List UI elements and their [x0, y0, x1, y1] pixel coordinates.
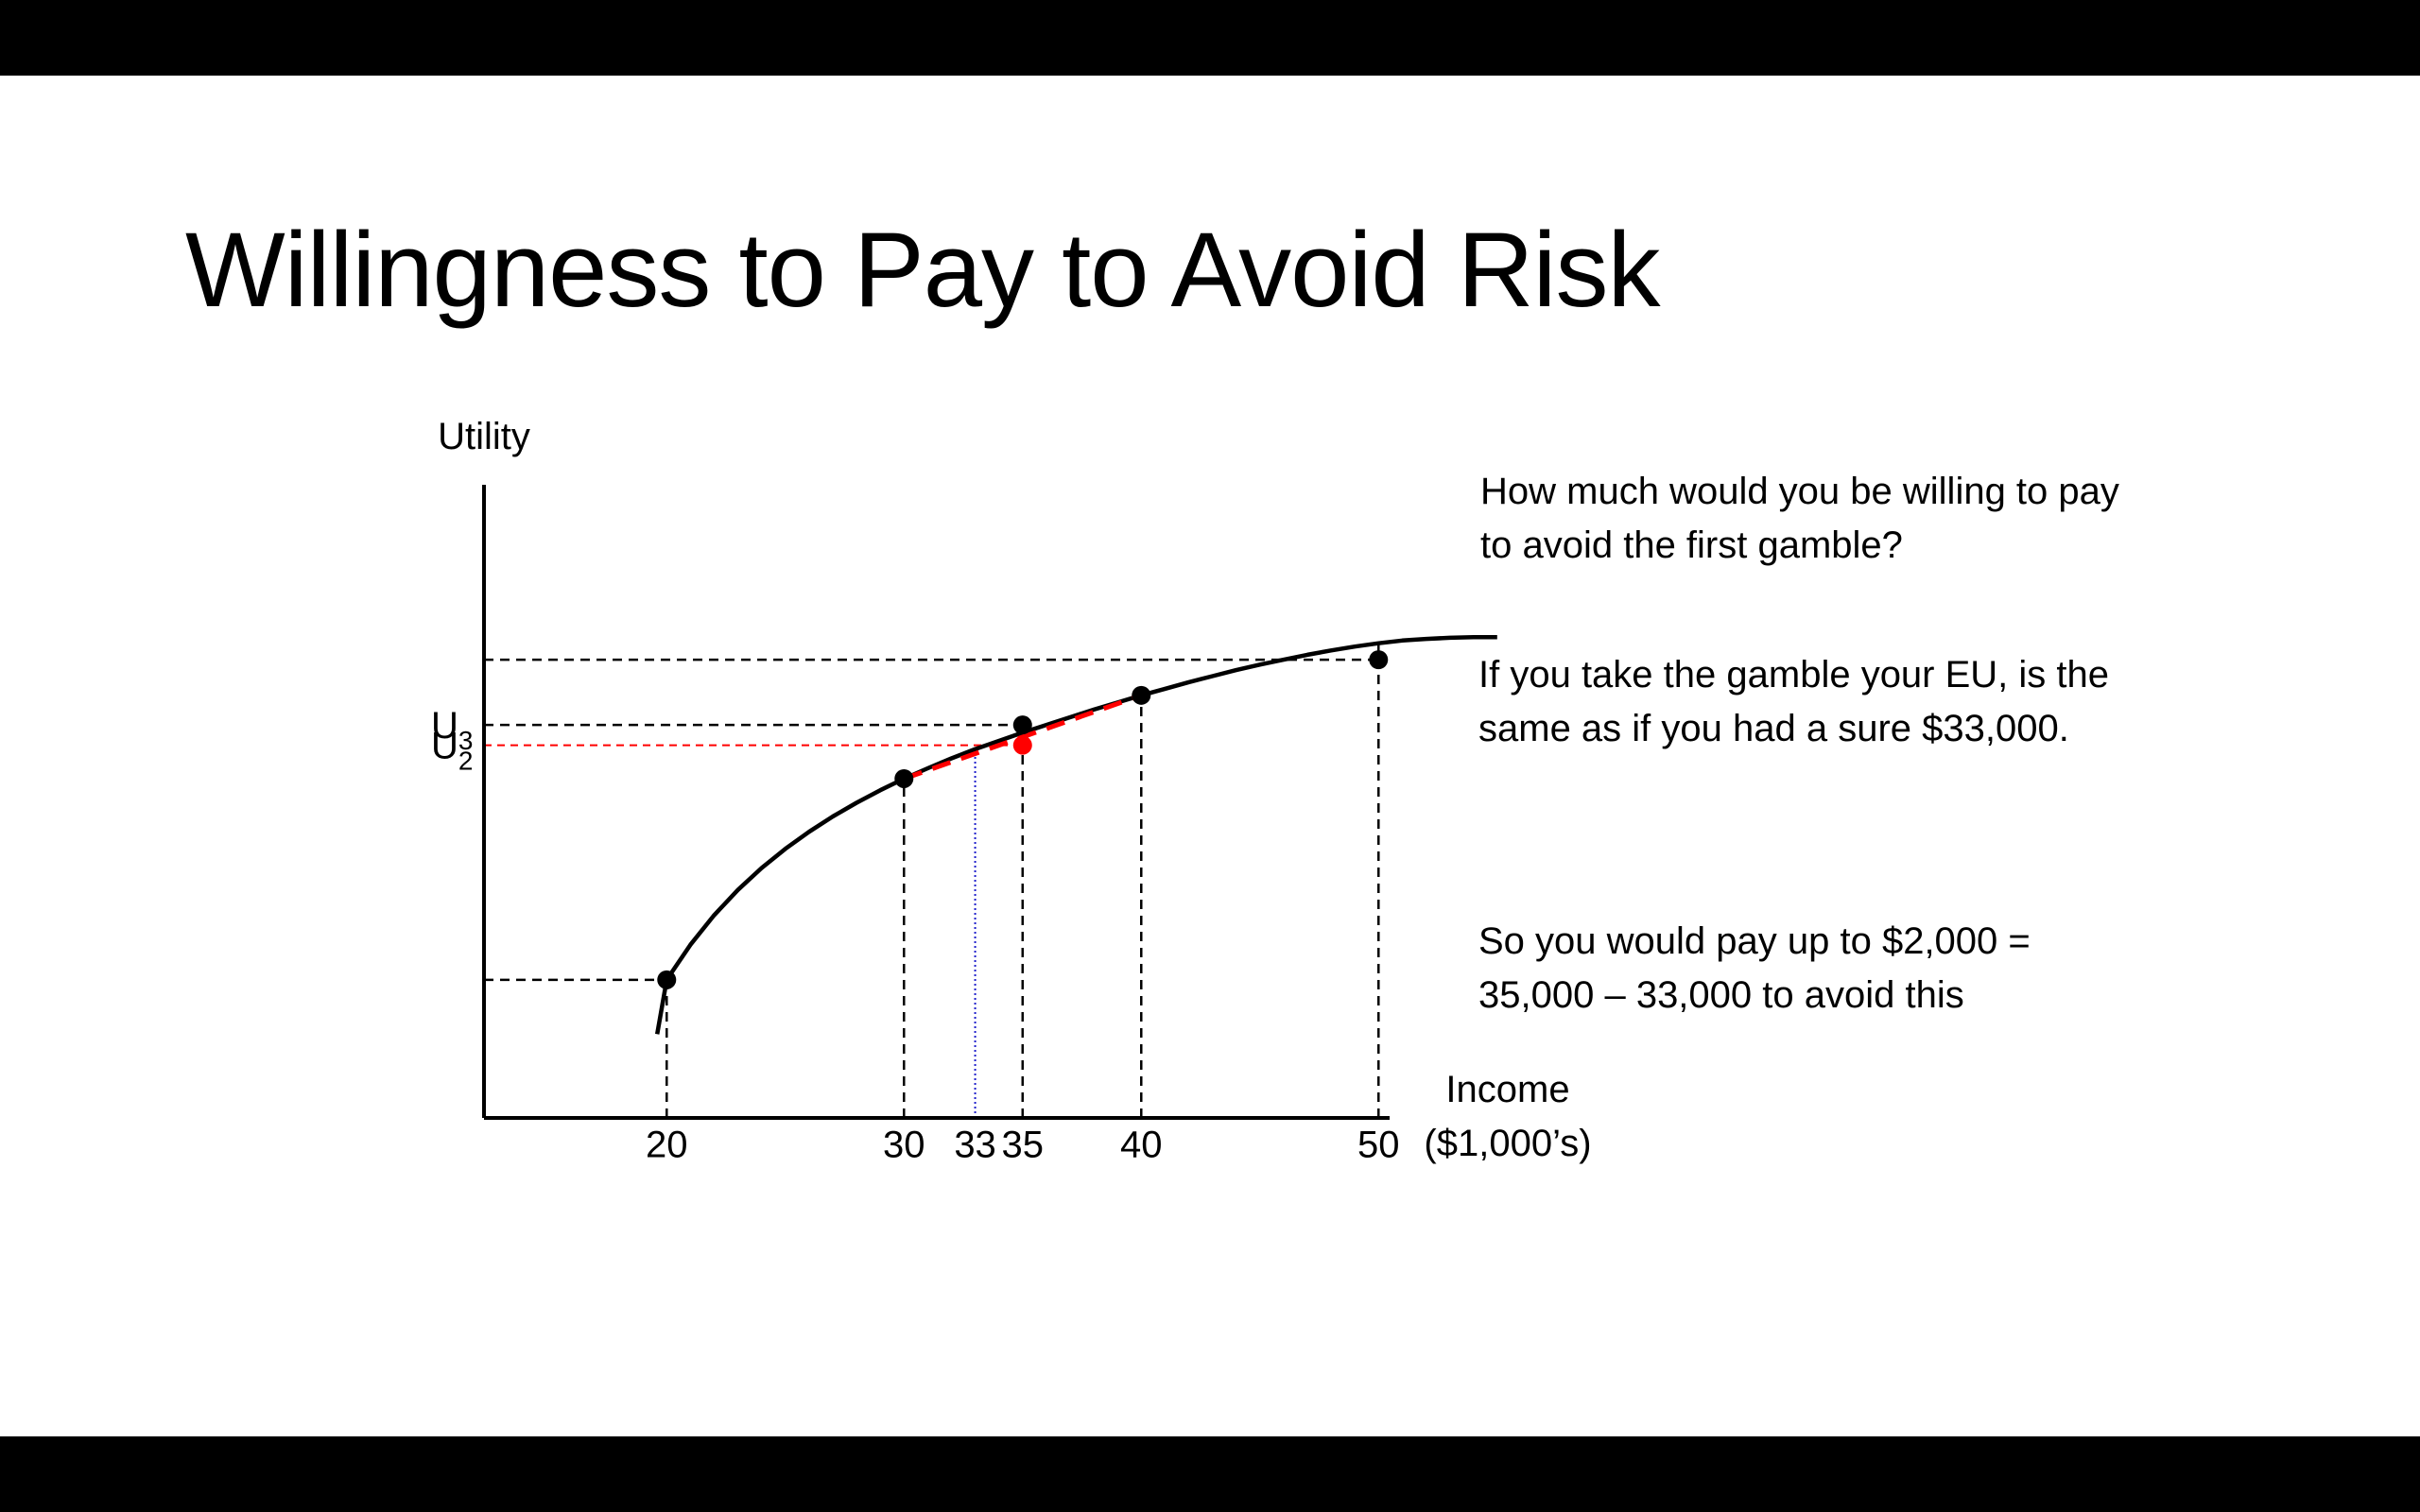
- y-tick-subscript: 3: [458, 726, 474, 755]
- explanation-text-1: If you take the gamble your EU, is the s…: [1478, 654, 2110, 749]
- curve-point: [657, 970, 677, 989]
- question-text: How much would you be willing to pay to …: [1480, 471, 2119, 566]
- x-tick-label: 30: [883, 1125, 925, 1166]
- curve-point: [1012, 715, 1032, 735]
- y-axis-label: Utility: [438, 416, 530, 457]
- x-tick-label: 40: [1120, 1125, 1163, 1166]
- explanation-text-2: So you would pay up to $2,000 = 35,000 –…: [1478, 920, 2031, 1016]
- slide-title: Willingness to Pay to Avoid Risk: [185, 211, 1661, 329]
- curve-point: [1369, 650, 1389, 670]
- utility-curve: [654, 635, 1497, 1035]
- expected-utility-point: [1012, 735, 1032, 755]
- y-tick-subscript: 2: [458, 747, 474, 776]
- curve-point: [894, 768, 914, 788]
- curve-point: [1132, 685, 1151, 705]
- x-tick-label: 33: [954, 1125, 996, 1166]
- x-tick-label: 50: [1357, 1125, 1400, 1166]
- x-tick-label: 20: [646, 1125, 688, 1166]
- x-axis-label: Income ($1,000’s): [1424, 1069, 1591, 1164]
- x-tick-label: 35: [1002, 1125, 1045, 1166]
- slide: Willingness to Pay to Avoid Risk 20 30 33 3…: [0, 76, 2420, 1436]
